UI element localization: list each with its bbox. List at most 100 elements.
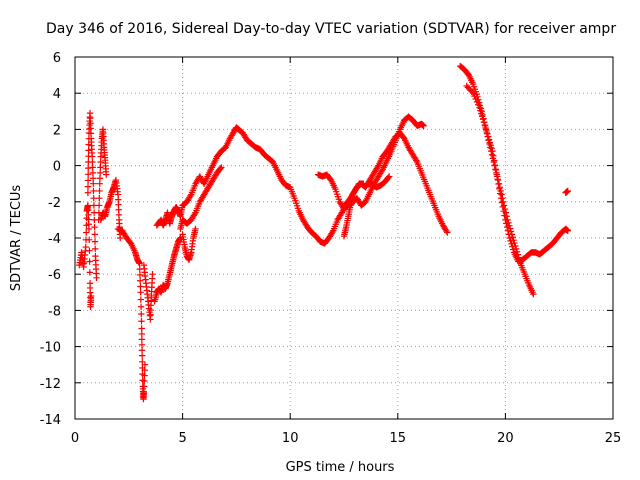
data-point bbox=[92, 245, 99, 253]
data-point bbox=[503, 223, 511, 231]
data-point bbox=[89, 153, 96, 160]
series-arc-9 bbox=[177, 164, 225, 233]
data-point bbox=[86, 258, 93, 265]
data-point bbox=[420, 122, 427, 129]
data-point bbox=[91, 223, 98, 231]
data-point bbox=[96, 175, 104, 182]
data-point bbox=[87, 292, 95, 300]
data-point bbox=[137, 277, 144, 284]
data-point bbox=[140, 388, 148, 396]
data-point bbox=[82, 229, 90, 236]
x-tick-label: 15 bbox=[390, 431, 407, 446]
y-tick-label: -8 bbox=[48, 304, 61, 319]
data-point bbox=[497, 190, 504, 197]
data-point bbox=[97, 164, 104, 171]
data-point bbox=[564, 187, 572, 195]
data-point bbox=[490, 152, 497, 160]
data-point bbox=[481, 121, 488, 129]
data-point bbox=[138, 347, 146, 354]
data-point bbox=[90, 194, 97, 202]
series-arc-6 bbox=[140, 261, 156, 323]
data-point bbox=[89, 175, 97, 182]
data-point bbox=[91, 231, 98, 238]
data-point bbox=[475, 101, 482, 108]
data-point bbox=[443, 227, 450, 235]
series-arc-5 bbox=[114, 225, 149, 403]
x-tick-label: 10 bbox=[282, 431, 299, 446]
data-point bbox=[499, 203, 507, 211]
data-point bbox=[138, 341, 146, 348]
data-point bbox=[468, 88, 476, 95]
data-point bbox=[90, 187, 97, 195]
data-point bbox=[495, 180, 502, 188]
chart-title: Day 346 of 2016, Sidereal Day-to-day VTE… bbox=[46, 21, 616, 37]
data-point bbox=[488, 145, 495, 152]
data-point bbox=[505, 231, 513, 238]
data-point bbox=[482, 124, 489, 132]
data-point bbox=[507, 237, 514, 245]
data-point bbox=[491, 157, 498, 164]
data-point bbox=[512, 242, 519, 250]
y-tick-label: 0 bbox=[53, 160, 61, 175]
y-tick-label: -4 bbox=[48, 232, 61, 247]
data-point bbox=[472, 95, 479, 103]
data-point bbox=[84, 171, 92, 178]
data-point bbox=[509, 234, 516, 241]
data-point bbox=[90, 180, 97, 187]
data-point bbox=[478, 113, 486, 120]
data-point bbox=[504, 227, 512, 234]
data-point bbox=[137, 296, 145, 303]
data-point bbox=[509, 246, 517, 253]
x-tick-label: 5 bbox=[178, 431, 186, 446]
series-arc-2 bbox=[84, 109, 100, 282]
data-point bbox=[510, 236, 517, 244]
data-point bbox=[187, 192, 194, 200]
data-point bbox=[473, 98, 481, 106]
data-point bbox=[136, 260, 143, 267]
data-point bbox=[86, 236, 93, 244]
data-point bbox=[503, 220, 510, 227]
data-point bbox=[477, 107, 484, 114]
data-point bbox=[337, 210, 345, 218]
data-point bbox=[138, 325, 145, 332]
data-point bbox=[564, 227, 572, 234]
data-point bbox=[497, 194, 505, 202]
data-point bbox=[141, 372, 148, 379]
series-arc-14 bbox=[457, 62, 537, 298]
y-tick-label: 4 bbox=[53, 87, 61, 102]
data-point bbox=[491, 162, 499, 169]
data-point bbox=[485, 136, 493, 143]
data-point bbox=[487, 142, 494, 149]
series-arc-12 bbox=[340, 113, 427, 240]
data-point bbox=[469, 90, 477, 97]
data-point bbox=[486, 139, 494, 146]
data-point bbox=[498, 199, 506, 206]
data-point bbox=[97, 158, 104, 166]
y-tick-label: 6 bbox=[53, 51, 61, 66]
x-axis-label: GPS time / hours bbox=[286, 460, 395, 475]
data-point bbox=[191, 210, 198, 218]
data-point bbox=[494, 176, 501, 183]
data-point bbox=[82, 243, 89, 251]
y-tick-label: -2 bbox=[48, 196, 61, 211]
data-point bbox=[89, 164, 96, 171]
data-point bbox=[483, 127, 490, 135]
data-point bbox=[496, 185, 503, 192]
data-point bbox=[444, 229, 451, 236]
data-point bbox=[385, 174, 392, 181]
data-point bbox=[489, 147, 496, 155]
series-arc-11 bbox=[314, 129, 451, 236]
data-point bbox=[84, 183, 92, 190]
data-point bbox=[138, 336, 146, 343]
data-point bbox=[137, 303, 145, 310]
data-point bbox=[136, 271, 144, 279]
data-point bbox=[116, 234, 124, 242]
data-point bbox=[471, 92, 478, 100]
data-marks bbox=[76, 62, 572, 403]
data-point bbox=[141, 361, 149, 368]
data-point bbox=[484, 133, 492, 140]
data-point bbox=[86, 269, 94, 276]
data-point bbox=[493, 171, 500, 178]
